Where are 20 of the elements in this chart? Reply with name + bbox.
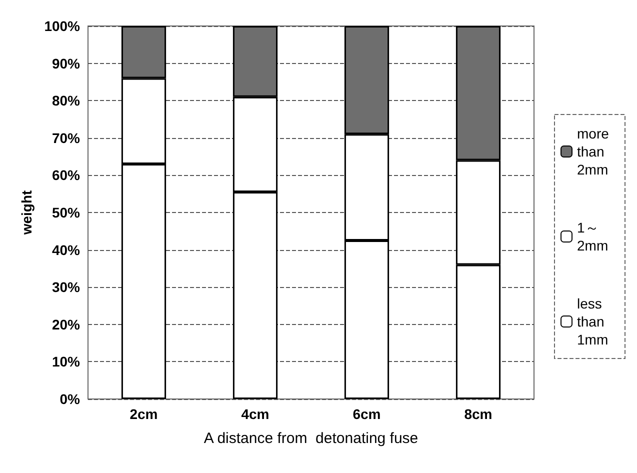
y-tick-label: 20% bbox=[52, 316, 81, 332]
y-axis-title: weight bbox=[18, 190, 34, 236]
y-tick-label: 80% bbox=[52, 92, 81, 109]
y-tick-label: 10% bbox=[52, 354, 81, 370]
x-tick-label: 6cm bbox=[352, 406, 381, 422]
y-tick-label: 30% bbox=[52, 279, 81, 296]
x-tick-label: 4cm bbox=[241, 406, 270, 422]
y-tick-label: 40% bbox=[52, 242, 81, 258]
y-tick-label: 100% bbox=[44, 18, 81, 34]
legend-label: less than 1mm bbox=[577, 296, 608, 348]
x-tick-label: 8cm bbox=[464, 406, 492, 422]
y-tick-label: 0% bbox=[60, 391, 81, 407]
legend-label: 1～2mm bbox=[577, 220, 608, 254]
legend-label: more than 2mm bbox=[577, 126, 613, 178]
x-tick-label: 2cm bbox=[130, 406, 158, 422]
y-tick-label: 60% bbox=[52, 167, 81, 184]
x-axis-title: A distance from detonating fuse bbox=[204, 430, 418, 447]
y-tick-label: 90% bbox=[52, 55, 81, 72]
y-tick-label: 70% bbox=[52, 130, 81, 146]
y-tick-label: 50% bbox=[52, 204, 81, 220]
